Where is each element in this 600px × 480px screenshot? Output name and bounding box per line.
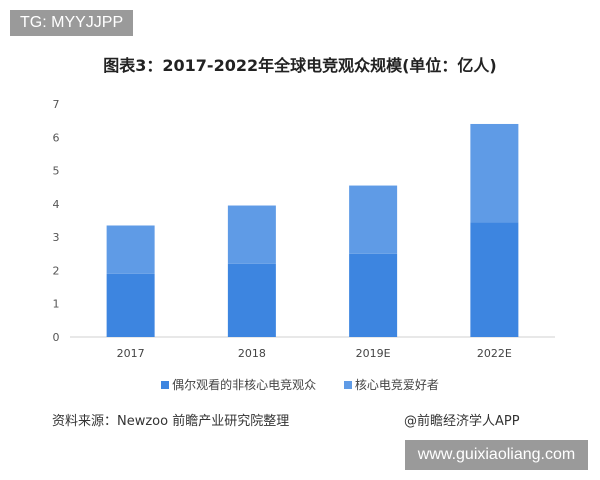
y-tick-label: 0 [53,331,60,344]
bar-segment [106,225,155,274]
bottom-watermark: www.guixiaoliang.com [405,440,588,470]
y-tick-label: 1 [53,298,60,311]
bar-segment [227,205,276,264]
bar-segment [349,253,398,337]
x-tick-label: 2017 [117,347,145,360]
legend-swatch [161,381,170,389]
bar-segment [106,273,155,337]
bar-segment [349,185,398,254]
x-tick-label: 2022E [477,347,512,360]
bar-segment [470,222,519,337]
legend-label: 偶尔观看的非核心电竞观众 [172,378,317,392]
top-watermark: TG: MYYJJPP [10,10,134,36]
y-tick-label: 2 [53,264,60,277]
brand-note: @前瞻经济学人APP [404,414,520,429]
y-tick-label: 4 [53,198,60,211]
legend-item-casual: 偶尔观看的非核心电竞观众 [161,378,316,392]
x-tick-label: 2018 [238,347,266,360]
y-tick-label: 5 [53,165,60,178]
source-note: 资料来源：Newzoo 前瞻产业研究院整理 [52,414,290,429]
legend-item-core: 核心电竞爱好者 [343,378,439,392]
y-tick-label: 7 [53,98,60,111]
legend-swatch [343,381,352,389]
chart-title: 图表3：2017-2022年全球电竞观众规模(单位：亿人) [103,56,497,75]
bar-segment [227,263,276,337]
y-tick-label: 3 [53,231,60,244]
legend: 偶尔观看的非核心电竞观众 核心电竞爱好者 [0,376,600,393]
bar-segment [470,123,519,223]
legend-label: 核心电竞爱好者 [354,378,439,392]
x-tick-label: 2019E [356,347,391,360]
y-tick-label: 6 [53,131,60,144]
